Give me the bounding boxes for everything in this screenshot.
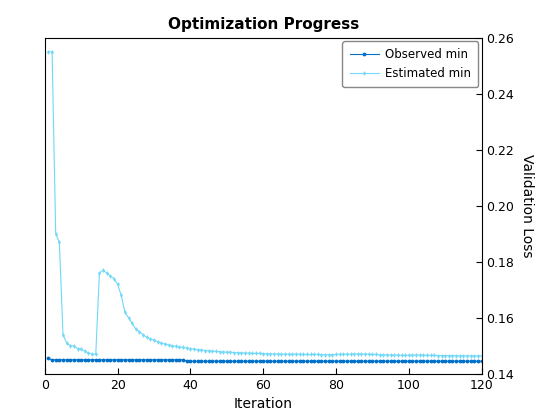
X-axis label: Iteration: Iteration [234,397,293,411]
Estimated min [45,49,52,54]
Estimated min [456,353,463,358]
Estimated min [387,352,394,357]
Estimated min [161,341,168,346]
Estimated min [467,353,474,358]
Observed min [347,359,354,364]
Estimated min [136,329,143,334]
Line: Estimated min: Estimated min [47,50,483,357]
Estimated min [343,352,351,357]
Observed min [161,357,168,362]
Title: Optimization Progress: Optimization Progress [167,18,359,32]
Observed min [467,359,474,364]
Observed min [136,357,143,362]
Observed min [478,359,485,364]
Estimated min [285,352,292,357]
Legend: Observed min, Estimated min: Observed min, Estimated min [343,41,478,87]
Estimated min [478,353,485,358]
Observed min [183,359,190,364]
Observed min [45,356,52,361]
Y-axis label: Validation Loss: Validation Loss [520,154,534,257]
Observed min [289,359,296,364]
Line: Observed min: Observed min [46,356,484,364]
Observed min [391,359,398,364]
